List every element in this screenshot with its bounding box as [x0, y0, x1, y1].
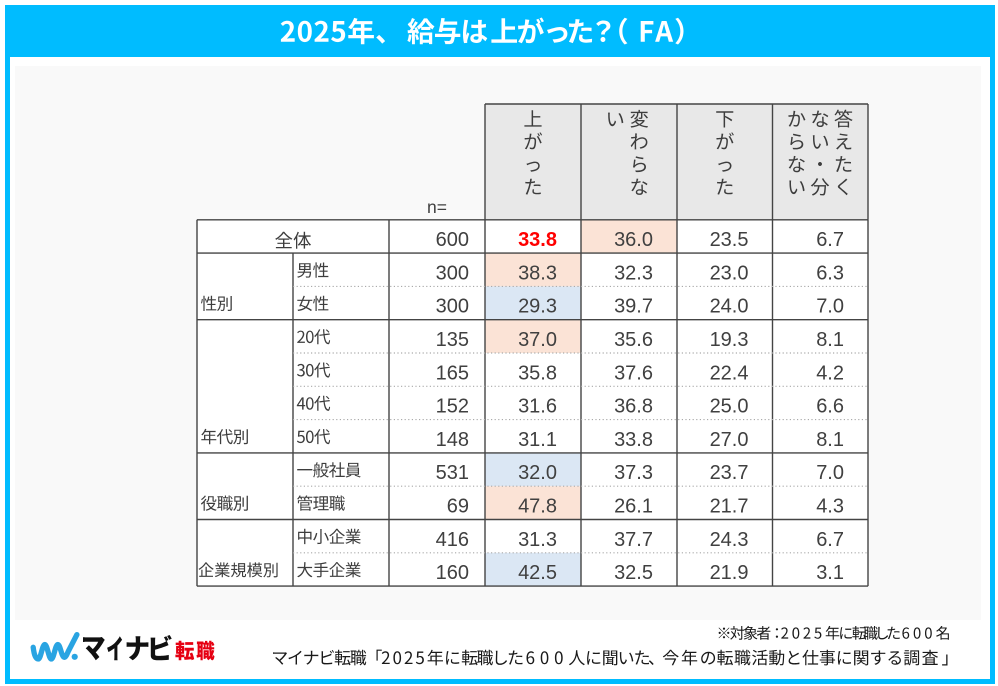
svg-text:69: 69	[447, 496, 469, 518]
svg-text:32.0: 32.0	[518, 462, 557, 484]
svg-text:600: 600	[436, 229, 469, 251]
svg-text:152: 152	[436, 396, 469, 418]
svg-text:33.8: 33.8	[614, 429, 653, 451]
svg-text:33.8: 33.8	[518, 229, 557, 251]
svg-text:6.7: 6.7	[816, 229, 844, 251]
svg-text:29.3: 29.3	[518, 296, 557, 318]
svg-text:300: 300	[436, 296, 469, 318]
svg-text:3.1: 3.1	[816, 562, 844, 584]
svg-text:37.6: 37.6	[614, 362, 653, 384]
svg-text:7.0: 7.0	[816, 462, 844, 484]
svg-text:135: 135	[436, 329, 469, 351]
svg-text:21.7: 21.7	[710, 496, 749, 518]
svg-text:4.3: 4.3	[816, 496, 844, 518]
svg-text:39.7: 39.7	[614, 296, 653, 318]
svg-text:24.3: 24.3	[710, 529, 749, 551]
svg-text:32.5: 32.5	[614, 562, 653, 584]
svg-text:8.1: 8.1	[816, 329, 844, 351]
svg-text:7.0: 7.0	[816, 296, 844, 318]
svg-text:31.6: 31.6	[518, 396, 557, 418]
svg-text:27.0: 27.0	[710, 429, 749, 451]
svg-text:n=: n=	[427, 197, 447, 217]
svg-text:32.3: 32.3	[614, 262, 653, 284]
svg-text:24.0: 24.0	[710, 296, 749, 318]
svg-text:8.1: 8.1	[816, 429, 844, 451]
svg-text:19.3: 19.3	[710, 329, 749, 351]
svg-text:4.2: 4.2	[816, 362, 844, 384]
svg-text:21.9: 21.9	[710, 562, 749, 584]
svg-text:300: 300	[436, 262, 469, 284]
svg-text:31.3: 31.3	[518, 529, 557, 551]
svg-text:23.5: 23.5	[710, 229, 749, 251]
svg-text:531: 531	[436, 462, 469, 484]
svg-text:37.3: 37.3	[614, 462, 653, 484]
svg-text:165: 165	[436, 362, 469, 384]
svg-text:35.6: 35.6	[614, 329, 653, 351]
svg-text:36.0: 36.0	[614, 229, 653, 251]
svg-text:148: 148	[436, 429, 469, 451]
svg-text:23.0: 23.0	[710, 262, 749, 284]
svg-text:6.6: 6.6	[816, 396, 844, 418]
svg-text:35.8: 35.8	[518, 362, 557, 384]
svg-text:37.0: 37.0	[518, 329, 557, 351]
svg-text:160: 160	[436, 562, 469, 584]
svg-text:42.5: 42.5	[518, 562, 557, 584]
svg-text:37.7: 37.7	[614, 529, 653, 551]
svg-text:36.8: 36.8	[614, 396, 653, 418]
svg-text:26.1: 26.1	[614, 496, 653, 518]
svg-text:47.8: 47.8	[518, 496, 557, 518]
svg-text:6.3: 6.3	[816, 262, 844, 284]
svg-text:23.7: 23.7	[710, 462, 749, 484]
svg-text:38.3: 38.3	[518, 262, 557, 284]
svg-text:22.4: 22.4	[710, 362, 749, 384]
svg-text:6.7: 6.7	[816, 529, 844, 551]
svg-text:416: 416	[436, 529, 469, 551]
svg-text:31.1: 31.1	[518, 429, 557, 451]
svg-text:25.0: 25.0	[710, 396, 749, 418]
